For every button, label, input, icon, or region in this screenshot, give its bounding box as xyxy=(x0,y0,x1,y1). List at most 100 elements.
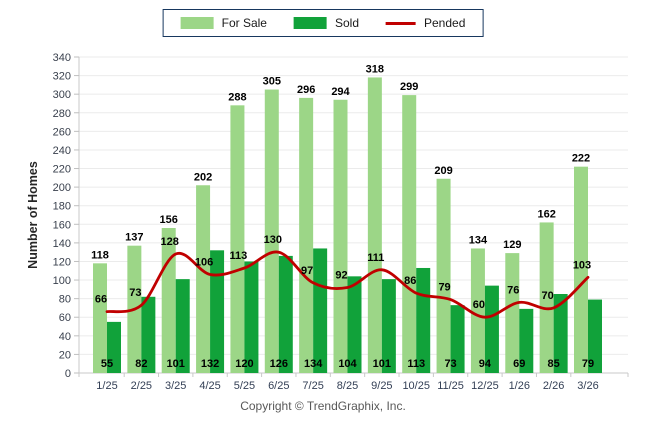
y-tick-label: 260 xyxy=(53,126,71,138)
for-sale-value-label: 137 xyxy=(125,232,143,244)
legend-item-for-sale: For Sale xyxy=(180,16,267,30)
sold-value-label: 120 xyxy=(235,358,253,370)
legend-item-pended: Pended xyxy=(386,16,465,30)
sold-value-label: 85 xyxy=(548,358,560,370)
for-sale-value-label: 134 xyxy=(469,234,488,246)
bar-for-sale xyxy=(161,228,176,373)
bar-sold xyxy=(107,321,121,373)
bar-for-sale xyxy=(539,222,554,373)
legend-item-sold: Sold xyxy=(293,16,360,30)
bar-sold xyxy=(484,285,499,373)
pended-value-label: 73 xyxy=(129,287,141,299)
pended-value-label: 86 xyxy=(404,275,416,287)
pended-value-label: 60 xyxy=(473,299,485,311)
for-sale-value-label: 129 xyxy=(503,239,521,251)
bar-for-sale xyxy=(436,178,451,373)
for-sale-value-label: 299 xyxy=(400,81,418,93)
y-tick-label: 120 xyxy=(53,256,71,268)
sold-value-label: 73 xyxy=(444,358,456,370)
x-axis-label: 6/25 xyxy=(268,380,289,392)
y-tick-label: 20 xyxy=(59,349,71,361)
sold-value-label: 134 xyxy=(304,358,323,370)
sold-value-label: 126 xyxy=(270,358,288,370)
legend-label-sold: Sold xyxy=(334,16,360,30)
for-sale-value-label: 156 xyxy=(160,214,178,226)
pended-line xyxy=(105,250,590,319)
bar-for-sale xyxy=(505,253,520,373)
bar-for-sale xyxy=(367,77,382,374)
pended-value-label: 97 xyxy=(301,265,313,277)
bar-sold xyxy=(519,308,534,373)
sold-swatch xyxy=(293,17,327,29)
bar-for-sale xyxy=(402,95,417,373)
y-tick-label: 300 xyxy=(53,89,71,101)
bar-for-sale xyxy=(93,263,107,373)
y-tick-label: 80 xyxy=(59,294,71,306)
x-axis-label: 4/25 xyxy=(199,380,220,392)
pended-value-label: 79 xyxy=(438,282,450,294)
pended-value-label: 70 xyxy=(542,290,554,302)
for-sale-value-label: 305 xyxy=(263,76,281,88)
bar-for-sale xyxy=(196,185,211,373)
pended-line-swatch xyxy=(386,21,417,25)
bar-sold xyxy=(588,299,602,373)
bar-for-sale xyxy=(299,97,314,374)
bar-for-sale xyxy=(470,248,485,373)
for-sale-value-label: 202 xyxy=(194,171,212,183)
bar-sold xyxy=(175,279,190,373)
y-tick-label: 40 xyxy=(59,331,71,343)
x-axis-label: 12/25 xyxy=(471,380,499,392)
sold-value-label: 94 xyxy=(479,358,492,370)
bar-sold xyxy=(278,255,293,373)
bar-sold xyxy=(244,261,259,373)
sold-value-label: 101 xyxy=(167,358,185,370)
y-tick-label: 180 xyxy=(53,201,71,213)
for-sale-value-label: 118 xyxy=(91,249,109,261)
for-sale-value-label: 288 xyxy=(228,91,246,103)
x-axis-label: 8/25 xyxy=(337,380,358,392)
y-tick-label: 320 xyxy=(53,71,71,83)
bar-for-sale xyxy=(574,166,588,373)
bar-sold xyxy=(381,279,396,373)
sold-value-label: 69 xyxy=(513,358,525,370)
y-tick-label: 220 xyxy=(53,164,71,176)
sold-value-label: 113 xyxy=(407,358,425,370)
pended-value-label: 111 xyxy=(367,252,384,264)
x-axis-label: 10/25 xyxy=(402,380,430,392)
for-sale-value-label: 294 xyxy=(331,86,350,98)
sold-value-label: 79 xyxy=(582,358,594,370)
sold-value-label: 101 xyxy=(373,358,391,370)
x-axis-label: 2/25 xyxy=(131,380,152,392)
sold-value-label: 82 xyxy=(135,358,147,370)
legend-label-for-sale: For Sale xyxy=(221,16,267,30)
x-axis-label: 11/25 xyxy=(437,380,464,392)
bar-sold xyxy=(313,248,328,373)
y-tick-label: 160 xyxy=(53,219,71,231)
pended-value-label: 92 xyxy=(335,269,347,281)
x-axis-label: 7/25 xyxy=(302,380,323,392)
y-tick-label: 140 xyxy=(53,238,71,250)
for-sale-value-label: 162 xyxy=(537,208,555,220)
bar-sold xyxy=(347,276,362,373)
for-sale-value-label: 222 xyxy=(572,153,590,165)
y-tick-label: 280 xyxy=(53,108,71,120)
bar-for-sale xyxy=(230,105,245,374)
x-axis-label: 9/25 xyxy=(371,380,392,392)
x-axis-label: 3/26 xyxy=(577,380,598,392)
pended-value-label: 76 xyxy=(507,284,519,296)
x-axis-label: 1/26 xyxy=(509,380,530,392)
sold-value-label: 132 xyxy=(201,358,219,370)
for-sale-swatch xyxy=(180,17,214,29)
y-tick-label: 200 xyxy=(53,182,71,194)
pended-value-label: 113 xyxy=(230,250,248,262)
pended-value-label: 128 xyxy=(161,236,179,248)
x-axis-label: 1/25 xyxy=(96,380,117,392)
bar-sold xyxy=(450,305,465,373)
x-axis-label: 5/25 xyxy=(234,380,255,392)
y-tick-label: 0 xyxy=(65,368,71,380)
y-tick-label: 340 xyxy=(53,52,71,64)
bar-for-sale xyxy=(333,99,348,374)
chart-legend: For Sale Sold Pended xyxy=(162,9,484,37)
sold-value-label: 55 xyxy=(101,358,113,370)
